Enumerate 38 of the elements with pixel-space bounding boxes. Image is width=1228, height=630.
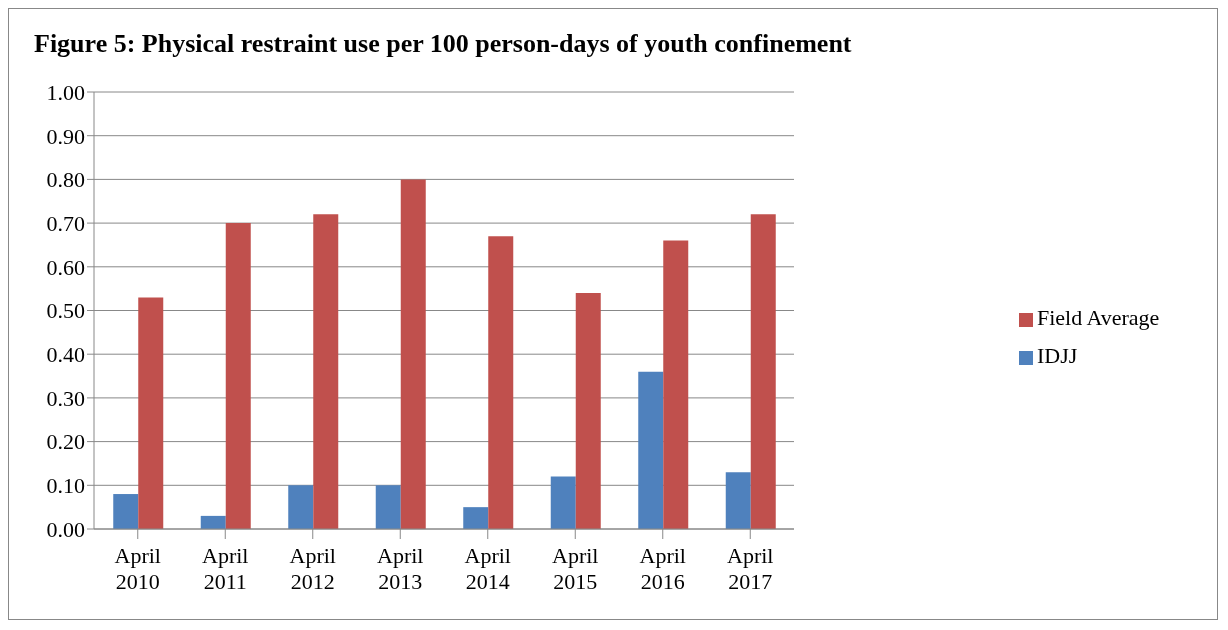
y-tick-label: 0.90 — [46, 123, 85, 149]
y-tick-label: 0.60 — [46, 254, 85, 280]
y-tick-label: 0.20 — [46, 429, 85, 455]
bar — [463, 507, 489, 529]
bar — [313, 214, 339, 529]
y-tick-label: 0.40 — [46, 342, 85, 368]
bar — [663, 240, 689, 529]
legend-label: IDJJ — [1037, 343, 1078, 368]
bar — [725, 472, 751, 529]
y-tick-label: 0.80 — [46, 167, 85, 193]
x-tick-label: April 2010 — [114, 543, 161, 594]
bar — [113, 494, 139, 529]
x-tick-label: April 2014 — [464, 543, 511, 594]
bar — [375, 485, 401, 529]
bar — [225, 223, 251, 529]
bar — [288, 485, 314, 529]
bar — [400, 179, 426, 529]
y-tick-label: 0.30 — [46, 385, 85, 411]
bar — [550, 476, 576, 529]
y-tick-label: 0.70 — [46, 210, 85, 236]
bar — [488, 236, 514, 529]
bar — [200, 515, 226, 529]
x-tick-label: April 2012 — [289, 543, 336, 594]
bar — [138, 297, 164, 529]
y-tick-label: 0.50 — [46, 298, 85, 324]
y-tick-label: 0.10 — [46, 473, 85, 499]
legend-label: Field Average — [1037, 305, 1160, 330]
bar — [575, 293, 601, 529]
y-tick-label: 1.00 — [46, 79, 85, 105]
bar — [750, 214, 776, 529]
x-tick-label: April 2011 — [202, 543, 249, 594]
x-tick-label: April 2015 — [552, 543, 599, 594]
x-tick-label: April 2017 — [727, 543, 774, 594]
chart-title: Figure 5: Physical restraint use per 100 person-days of youth confinement — [34, 29, 852, 59]
x-tick-label: April 2013 — [377, 543, 424, 594]
y-tick-label: 0.00 — [46, 516, 85, 542]
bar — [638, 371, 664, 529]
x-tick-label: April 2016 — [639, 543, 686, 594]
